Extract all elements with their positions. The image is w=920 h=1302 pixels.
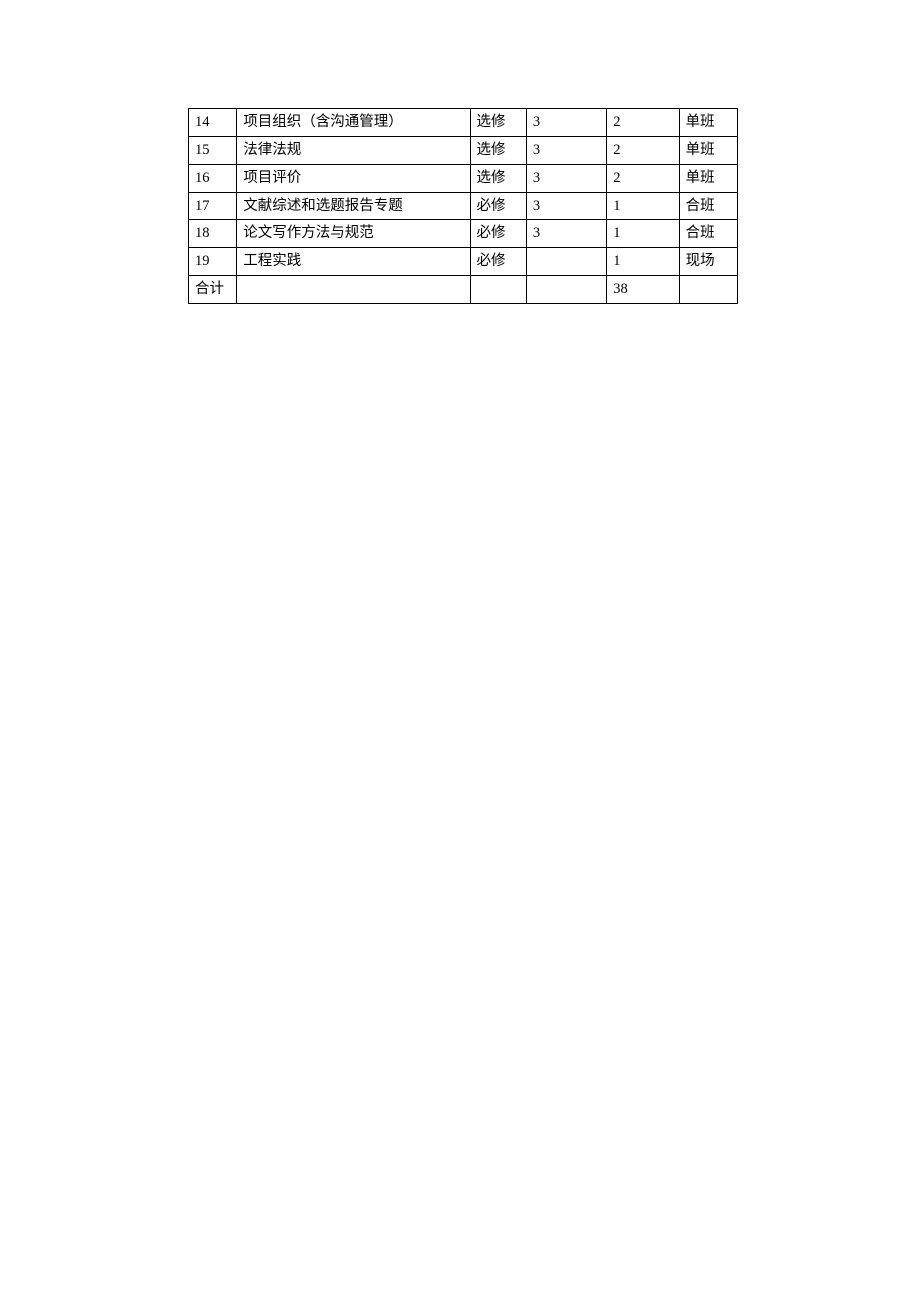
cell-type: 必修 — [470, 220, 526, 248]
cell-value-a: 3 — [526, 164, 606, 192]
cell-value-b: 1 — [607, 220, 679, 248]
cell-index: 19 — [189, 248, 237, 276]
cell-value-a: 3 — [526, 109, 606, 137]
cell-class-mode: 单班 — [679, 164, 737, 192]
cell-value-b: 1 — [607, 192, 679, 220]
cell-empty — [470, 276, 526, 304]
cell-empty — [526, 276, 606, 304]
table-row: 16 项目评价 选修 3 2 单班 — [189, 164, 738, 192]
cell-type: 选修 — [470, 136, 526, 164]
cell-empty — [679, 276, 737, 304]
cell-index: 16 — [189, 164, 237, 192]
cell-value-b: 2 — [607, 164, 679, 192]
cell-index: 18 — [189, 220, 237, 248]
table-row: 14 项目组织（含沟通管理） 选修 3 2 单班 — [189, 109, 738, 137]
cell-course-name: 项目评价 — [237, 164, 470, 192]
course-table: 14 项目组织（含沟通管理） 选修 3 2 单班 15 法律法规 选修 3 2 … — [188, 108, 738, 304]
cell-value-a: 3 — [526, 192, 606, 220]
table-row: 15 法律法规 选修 3 2 单班 — [189, 136, 738, 164]
cell-value-b: 2 — [607, 109, 679, 137]
cell-value-a — [526, 248, 606, 276]
cell-total-label: 合计 — [189, 276, 237, 304]
cell-class-mode: 单班 — [679, 136, 737, 164]
cell-value-b: 2 — [607, 136, 679, 164]
cell-type: 选修 — [470, 164, 526, 192]
cell-empty — [237, 276, 470, 304]
cell-class-mode: 现场 — [679, 248, 737, 276]
cell-value-a: 3 — [526, 220, 606, 248]
cell-course-name: 法律法规 — [237, 136, 470, 164]
table-row-total: 合计 38 — [189, 276, 738, 304]
table-body: 14 项目组织（含沟通管理） 选修 3 2 单班 15 法律法规 选修 3 2 … — [189, 109, 738, 304]
cell-type: 必修 — [470, 192, 526, 220]
cell-course-name: 项目组织（含沟通管理） — [237, 109, 470, 137]
table-row: 18 论文写作方法与规范 必修 3 1 合班 — [189, 220, 738, 248]
course-table-container: 14 项目组织（含沟通管理） 选修 3 2 单班 15 法律法规 选修 3 2 … — [188, 108, 738, 304]
cell-class-mode: 合班 — [679, 192, 737, 220]
table-row: 19 工程实践 必修 1 现场 — [189, 248, 738, 276]
cell-course-name: 论文写作方法与规范 — [237, 220, 470, 248]
cell-index: 14 — [189, 109, 237, 137]
cell-value-b: 1 — [607, 248, 679, 276]
cell-course-name: 文献综述和选题报告专题 — [237, 192, 470, 220]
cell-class-mode: 单班 — [679, 109, 737, 137]
table-row: 17 文献综述和选题报告专题 必修 3 1 合班 — [189, 192, 738, 220]
cell-total-value: 38 — [607, 276, 679, 304]
cell-class-mode: 合班 — [679, 220, 737, 248]
cell-index: 15 — [189, 136, 237, 164]
cell-type: 选修 — [470, 109, 526, 137]
cell-index: 17 — [189, 192, 237, 220]
cell-value-a: 3 — [526, 136, 606, 164]
cell-course-name: 工程实践 — [237, 248, 470, 276]
cell-type: 必修 — [470, 248, 526, 276]
